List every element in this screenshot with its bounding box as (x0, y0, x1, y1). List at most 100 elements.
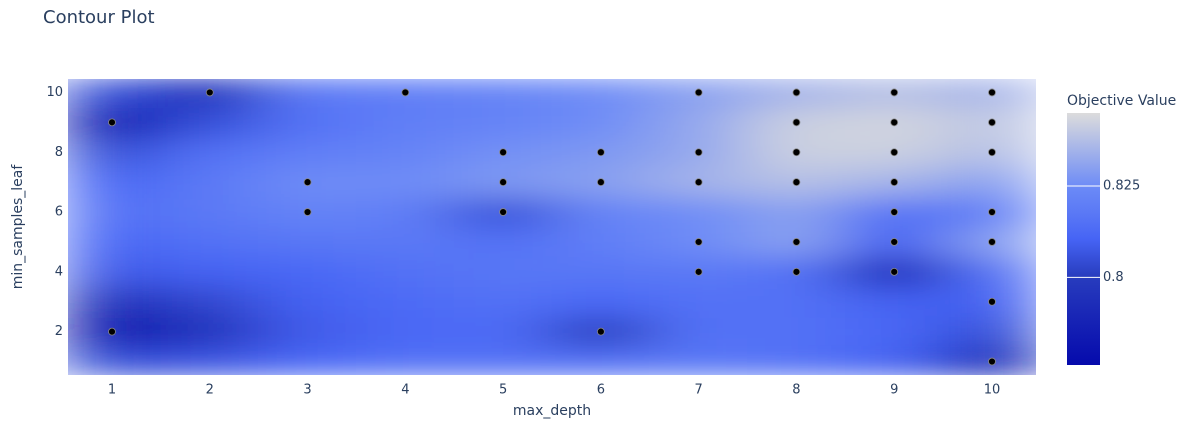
contour-cell (942, 166, 1036, 198)
trial-point (694, 267, 703, 276)
contour-cell (68, 136, 162, 168)
contour-cell (355, 256, 455, 288)
trial-point (988, 118, 996, 127)
contour-cell (747, 196, 846, 228)
contour-cell (68, 226, 162, 258)
trial-point (499, 178, 508, 187)
contour-cell (453, 286, 553, 318)
contour-cell (258, 256, 357, 288)
contour-cell (68, 346, 162, 375)
contour-cell (68, 196, 162, 228)
contour-cell (68, 79, 162, 108)
contour-cell (258, 316, 357, 348)
contour-cell (258, 286, 357, 318)
contour-cell (160, 166, 260, 198)
trial-point (694, 238, 703, 246)
trial-point (792, 238, 801, 246)
chart-title: Contour Plot (43, 7, 155, 28)
trial-point (792, 118, 801, 127)
trial-point (988, 148, 996, 157)
contour-cell (160, 346, 260, 375)
contour-cell (68, 166, 162, 198)
contour-cell (355, 196, 455, 228)
x-tick-label: 8 (792, 383, 800, 398)
trial-point (108, 118, 116, 127)
contour-cell (355, 346, 455, 375)
contour-cell (453, 316, 553, 348)
colorbar (1067, 113, 1100, 365)
trial-point (792, 267, 801, 276)
contour-cell (551, 256, 651, 288)
colorbar-title: Objective Value (1067, 93, 1176, 109)
x-tick-label: 9 (890, 383, 898, 398)
x-tick-label: 7 (695, 383, 703, 398)
contour-cell (649, 286, 749, 318)
trial-point (988, 88, 996, 97)
trial-point (596, 148, 605, 157)
contour-cell (453, 346, 553, 375)
contour-cell (453, 226, 553, 258)
contour-cell (355, 136, 455, 168)
contour-cell (649, 316, 749, 348)
trial-point (205, 88, 214, 97)
contour-cell (551, 79, 651, 108)
contour-cell (355, 286, 455, 318)
trial-point (988, 357, 996, 366)
trial-point (499, 208, 508, 216)
contour-cell (551, 196, 651, 228)
trial-point (303, 178, 312, 187)
y-tick-label: 2 (55, 324, 63, 339)
x-tick-label: 1 (108, 383, 116, 398)
x-tick-label: 4 (401, 383, 409, 398)
trial-point (890, 118, 899, 127)
x-tick-label: 2 (206, 383, 214, 398)
contour-cell (942, 316, 1036, 348)
contour-cell (258, 346, 357, 375)
contour-cell (258, 226, 357, 258)
trial-point (890, 148, 899, 157)
x-tick-label: 10 (984, 383, 1001, 398)
colorbar-tick-label: 0.8 (1103, 270, 1124, 285)
trial-point (890, 88, 899, 97)
contour-cell (551, 106, 651, 138)
contour-cell (355, 166, 455, 198)
trial-point (401, 88, 410, 97)
contour-cell (844, 286, 944, 318)
contour-cell (160, 106, 260, 138)
contour-cell (160, 256, 260, 288)
trial-point (694, 148, 703, 157)
contour-cell (258, 106, 357, 138)
contour-cell (844, 346, 944, 375)
contour-cell (551, 286, 651, 318)
trial-point (792, 178, 801, 187)
trial-point (108, 327, 116, 336)
trial-point (694, 88, 703, 97)
trial-point (890, 238, 899, 246)
trial-point (694, 178, 703, 187)
contour-cell (551, 226, 651, 258)
contour-cell (68, 256, 162, 288)
contour-cell (160, 286, 260, 318)
contour-cell (160, 196, 260, 228)
trial-point (890, 208, 899, 216)
contour-cell (453, 79, 553, 108)
trial-point (596, 178, 605, 187)
contour-cell (747, 346, 846, 375)
contour-cell (355, 316, 455, 348)
trial-point (988, 238, 996, 246)
contour-cell (942, 256, 1036, 288)
trial-point (988, 208, 996, 216)
contour-cell (453, 256, 553, 288)
trial-point (890, 178, 899, 187)
y-tick-label: 10 (46, 85, 63, 100)
trial-points (108, 88, 996, 366)
contour-cell (551, 346, 651, 375)
contour-cell (160, 226, 260, 258)
x-tick-label: 5 (499, 383, 507, 398)
contour-cell (844, 316, 944, 348)
trial-point (792, 148, 801, 157)
contour-cell (355, 226, 455, 258)
contour-cell (747, 316, 846, 348)
contour-cell (160, 136, 260, 168)
